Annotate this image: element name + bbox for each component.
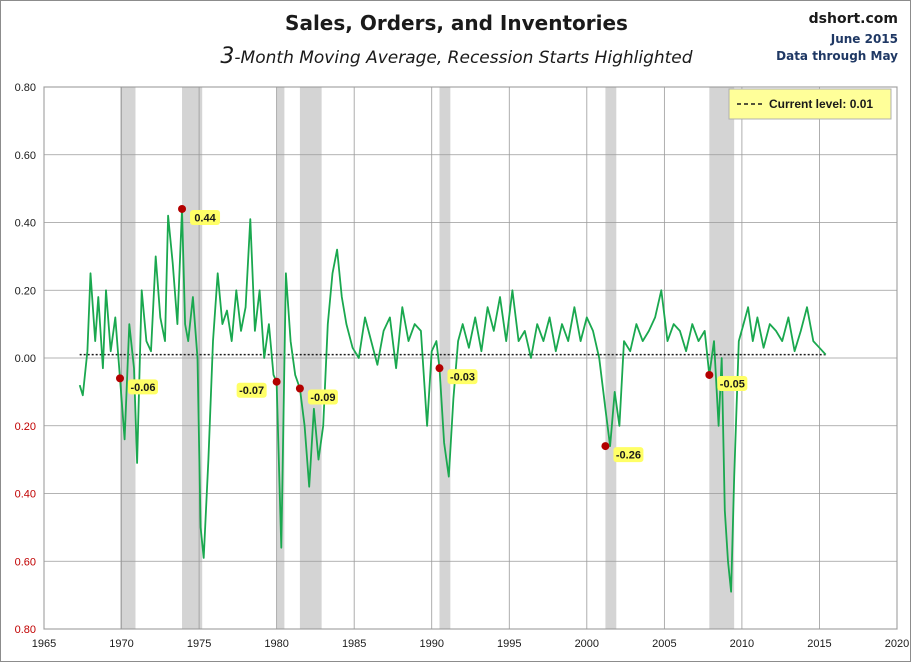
x-tick-label: 1995 [497, 638, 521, 650]
x-tick-label: 2000 [575, 638, 599, 650]
recession-start-callout [127, 379, 158, 395]
y-tick-label: 0.20 [15, 421, 36, 433]
chart-title: Sales, Orders, and Inventories [285, 11, 628, 35]
legend-label: Current level: 0.01 [769, 97, 873, 111]
x-tick-label: 2015 [807, 638, 831, 650]
x-tick-label: 1965 [32, 638, 56, 650]
y-tick-label: 0.40 [15, 218, 36, 230]
date-label: June 2015 [830, 32, 898, 46]
recession-start-marker [601, 442, 610, 451]
recession-start-label: 0.44 [194, 212, 216, 224]
recession-start-label: -0.26 [616, 450, 641, 462]
data-note: Data through May [776, 49, 898, 63]
recession-start-marker [178, 204, 187, 213]
recession-start-markers: -0.06 0.44 -0.07 -0.09 -0.03 -0.26 -0.05 [115, 204, 748, 463]
y-tick-label: 0.80 [15, 82, 36, 94]
x-tick-label: 1975 [187, 638, 211, 650]
y-tick-label: 0.80 [15, 624, 36, 636]
recession-start-callout [717, 375, 748, 391]
y-tick-label: 0.20 [15, 285, 36, 297]
recession-start-label: -0.03 [450, 372, 475, 384]
x-tick-label: 2020 [885, 638, 909, 650]
x-tick-label: 2005 [652, 638, 676, 650]
x-tick-label: 2010 [730, 638, 754, 650]
recession-start-label: -0.05 [720, 378, 745, 390]
subtitle-rest: -Month Moving Average, Recession Starts … [234, 48, 693, 68]
recession-start-label: -0.07 [239, 385, 264, 397]
recession-start-callout [307, 389, 338, 405]
source-label: dshort.com [808, 11, 898, 27]
recession-start-callout [190, 209, 221, 225]
recession-start-marker [435, 364, 444, 373]
recession-start-label: -0.09 [310, 392, 335, 404]
recession-start-marker [295, 384, 304, 393]
grid-lines [43, 86, 898, 630]
y-tick-label: 0.60 [15, 150, 36, 162]
x-tick-label: 1985 [342, 638, 366, 650]
chart-subtitle: 3-Month Moving Average, Recession Starts… [1, 44, 911, 69]
legend-box [728, 88, 892, 120]
recession-start-label: -0.06 [130, 382, 155, 394]
recession-start-marker [115, 374, 124, 383]
recession-start-marker [272, 377, 281, 386]
legend: Current level: 0.01 [728, 88, 892, 120]
y-tick-label: 0.40 [15, 489, 36, 501]
recession-start-callout [613, 447, 644, 463]
x-tick-label: 1990 [419, 638, 443, 650]
x-tick-label: 1980 [264, 638, 288, 650]
recession-start-marker [705, 370, 714, 379]
y-tick-label: 0.00 [15, 353, 36, 365]
series-line-path [78, 208, 827, 593]
axes: 0.80 0.60 0.40 0.20 0.00 0.20 0.40 0.60 0.80 1965… [15, 82, 910, 650]
x-tick-label: 1970 [109, 638, 133, 650]
subtitle-lead: 3 [220, 44, 235, 69]
recession-start-callout [447, 369, 478, 385]
recession-start-callout [236, 382, 267, 398]
y-tick-label: 0.60 [15, 556, 36, 568]
series-line [78, 208, 827, 593]
